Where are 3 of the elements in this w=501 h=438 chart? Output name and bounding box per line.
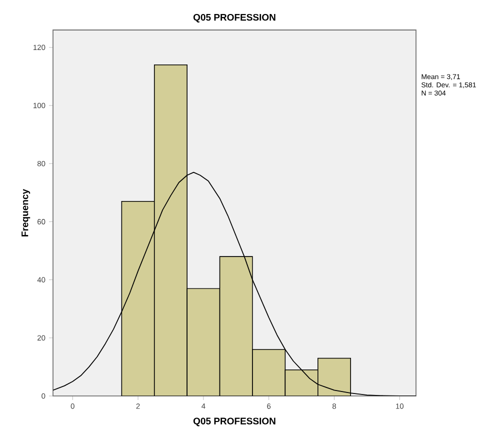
chart-title: Q05 PROFESSION [193,14,276,22]
y-axis-title: Frequency [22,189,30,236]
x-axis-title: Q05 PROFESSION [193,418,276,426]
